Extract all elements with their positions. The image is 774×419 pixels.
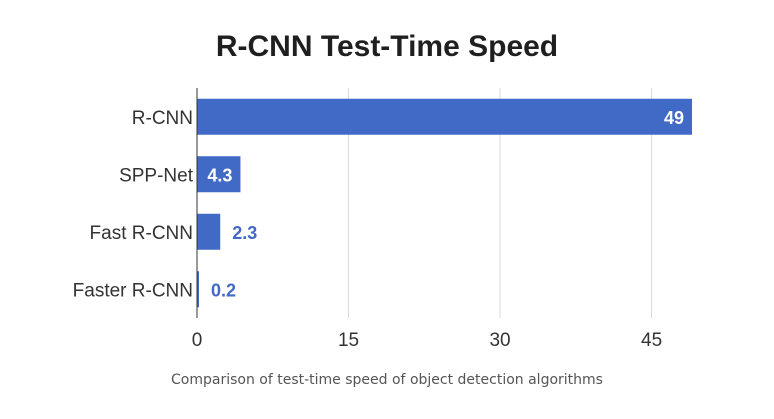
category-label: R-CNN [132,108,193,129]
category-label: Fast R-CNN [90,223,193,244]
x-tick-label: 0 [192,330,203,351]
data-label: 2.3 [232,223,257,243]
bars [197,98,692,308]
data-label: 49 [664,108,684,128]
data-labels: 49 4.3 2.3 0.2 [207,108,684,301]
x-tick-labels: 0 15 30 45 [192,330,662,351]
category-label: Faster R-CNN [73,280,193,301]
category-label: SPP-Net [119,165,194,186]
bar [197,156,241,193]
bar [197,213,221,250]
x-tick-label: 30 [489,330,510,351]
chart-title: R-CNN Test-Time Speed [215,30,559,63]
data-label: 4.3 [207,165,232,185]
figure-caption: Comparison of test-time speed of object … [171,372,603,388]
x-tick-label: 15 [338,330,359,351]
bar [197,271,200,308]
bar [197,98,692,135]
category-labels: R-CNN SPP-Net Fast R-CNN Faster R-CNN [73,108,194,302]
x-tick-label: 45 [641,330,662,351]
data-label: 0.2 [211,280,236,300]
